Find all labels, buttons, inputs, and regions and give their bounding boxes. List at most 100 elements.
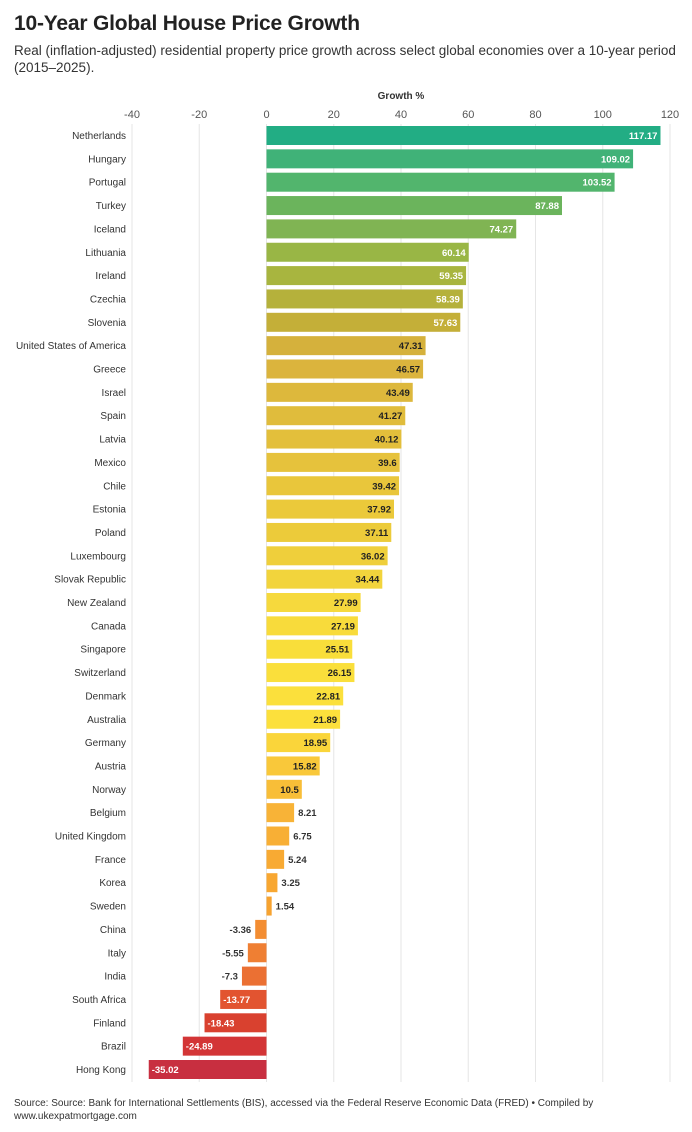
value-label: 109.02 bbox=[601, 154, 630, 165]
value-label: -5.55 bbox=[222, 948, 244, 959]
category-label: Portugal bbox=[89, 178, 126, 189]
value-label: 1.54 bbox=[276, 902, 295, 913]
bar bbox=[266, 289, 463, 309]
bar bbox=[266, 546, 388, 566]
bar bbox=[266, 219, 517, 239]
value-label: 58.39 bbox=[436, 294, 460, 305]
value-label: 26.15 bbox=[328, 668, 352, 679]
bar bbox=[266, 336, 426, 356]
bar bbox=[266, 429, 402, 449]
category-label: Turkey bbox=[96, 201, 126, 212]
value-label: 87.88 bbox=[535, 201, 559, 212]
value-label: 43.49 bbox=[386, 388, 410, 399]
value-label: 39.6 bbox=[378, 458, 397, 469]
value-label: -24.89 bbox=[186, 1042, 213, 1053]
chart-subtitle: Real (inflation-adjusted) residential pr… bbox=[14, 43, 676, 75]
value-label: 27.19 bbox=[331, 621, 355, 632]
category-label: Ireland bbox=[95, 271, 126, 282]
bar bbox=[266, 663, 355, 683]
bar bbox=[266, 896, 272, 916]
bar bbox=[266, 733, 331, 753]
category-label: Netherlands bbox=[72, 131, 126, 142]
category-label: Switzerland bbox=[74, 668, 126, 679]
value-label: 25.51 bbox=[325, 645, 349, 656]
category-label: Hungary bbox=[88, 154, 126, 165]
value-label: 46.57 bbox=[396, 365, 420, 376]
value-label: 57.63 bbox=[433, 318, 457, 329]
category-label: Poland bbox=[95, 528, 126, 539]
value-label: 5.24 bbox=[288, 855, 307, 866]
category-label: Mexico bbox=[94, 458, 126, 469]
category-labels: Netherlands Hungary Portugal Turkey Iceland L… bbox=[16, 131, 127, 1076]
category-label: Luxembourg bbox=[70, 551, 126, 562]
category-label: Belgium bbox=[90, 808, 126, 819]
bar bbox=[266, 616, 358, 636]
category-label: Lithuania bbox=[85, 248, 126, 259]
category-label: Finland bbox=[93, 1018, 126, 1029]
bar bbox=[266, 266, 467, 286]
category-label: South Africa bbox=[72, 995, 126, 1006]
bar bbox=[182, 1036, 267, 1056]
category-label: Sweden bbox=[90, 902, 126, 913]
value-label: 40.12 bbox=[375, 435, 399, 446]
bar bbox=[266, 149, 634, 169]
bar bbox=[266, 779, 302, 799]
value-label: 117.17 bbox=[629, 131, 658, 142]
category-label: New Zealand bbox=[67, 598, 126, 609]
category-label: France bbox=[95, 855, 127, 866]
x-tick-label: 100 bbox=[594, 109, 612, 121]
bar bbox=[266, 593, 361, 612]
bar bbox=[266, 242, 469, 262]
value-label: 10.5 bbox=[280, 785, 299, 796]
bar bbox=[255, 919, 267, 939]
category-label: China bbox=[100, 925, 127, 936]
category-label: Brazil bbox=[101, 1042, 126, 1053]
bar bbox=[266, 476, 400, 496]
bar bbox=[266, 873, 278, 893]
value-label: 47.31 bbox=[399, 341, 423, 352]
bar bbox=[266, 849, 285, 869]
value-label: 34.44 bbox=[356, 575, 380, 586]
category-label: Austria bbox=[95, 761, 127, 772]
value-label: 8.21 bbox=[298, 808, 317, 819]
bar bbox=[266, 803, 295, 823]
value-label: -35.02 bbox=[152, 1065, 179, 1076]
category-label: United Kingdom bbox=[55, 832, 126, 843]
x-tick-label: 80 bbox=[529, 109, 541, 121]
x-tick-label: 40 bbox=[395, 109, 407, 121]
category-label: Czechia bbox=[90, 294, 127, 305]
value-label: 74.27 bbox=[489, 224, 513, 235]
bar bbox=[266, 709, 341, 729]
category-label: United States of America bbox=[16, 341, 126, 352]
category-label: Italy bbox=[108, 948, 126, 959]
bar bbox=[266, 452, 400, 472]
value-label: 18.95 bbox=[303, 738, 327, 749]
bar bbox=[220, 989, 267, 1009]
bar bbox=[148, 1060, 267, 1079]
category-label: India bbox=[104, 972, 126, 983]
bar bbox=[266, 639, 353, 659]
category-label: Australia bbox=[87, 715, 126, 726]
value-label: 60.14 bbox=[442, 248, 466, 259]
bar bbox=[266, 569, 383, 589]
x-tick-label: -40 bbox=[124, 109, 140, 121]
bar bbox=[266, 196, 562, 216]
category-label: Iceland bbox=[94, 224, 126, 235]
category-label: Slovak Republic bbox=[54, 575, 126, 586]
bar bbox=[266, 359, 424, 379]
bar bbox=[241, 966, 267, 986]
value-label: -3.36 bbox=[230, 925, 252, 936]
value-label: 27.99 bbox=[334, 598, 358, 609]
chart-title: 10-Year Global House Price Growth bbox=[14, 12, 360, 35]
bar bbox=[266, 499, 395, 519]
value-label: 103.52 bbox=[583, 178, 612, 189]
x-tick-label: 120 bbox=[661, 109, 679, 121]
bar-chart: Growth % -40 -20 0 20 40 60 80 100 120 Netherlan… bbox=[16, 91, 679, 1082]
bar bbox=[266, 686, 344, 706]
value-label: 22.81 bbox=[316, 691, 340, 702]
value-label: -13.77 bbox=[223, 995, 250, 1006]
category-label: Denmark bbox=[85, 691, 127, 702]
x-tick-label: 60 bbox=[462, 109, 474, 121]
category-label: Canada bbox=[91, 621, 126, 632]
category-label: Estonia bbox=[93, 505, 127, 516]
